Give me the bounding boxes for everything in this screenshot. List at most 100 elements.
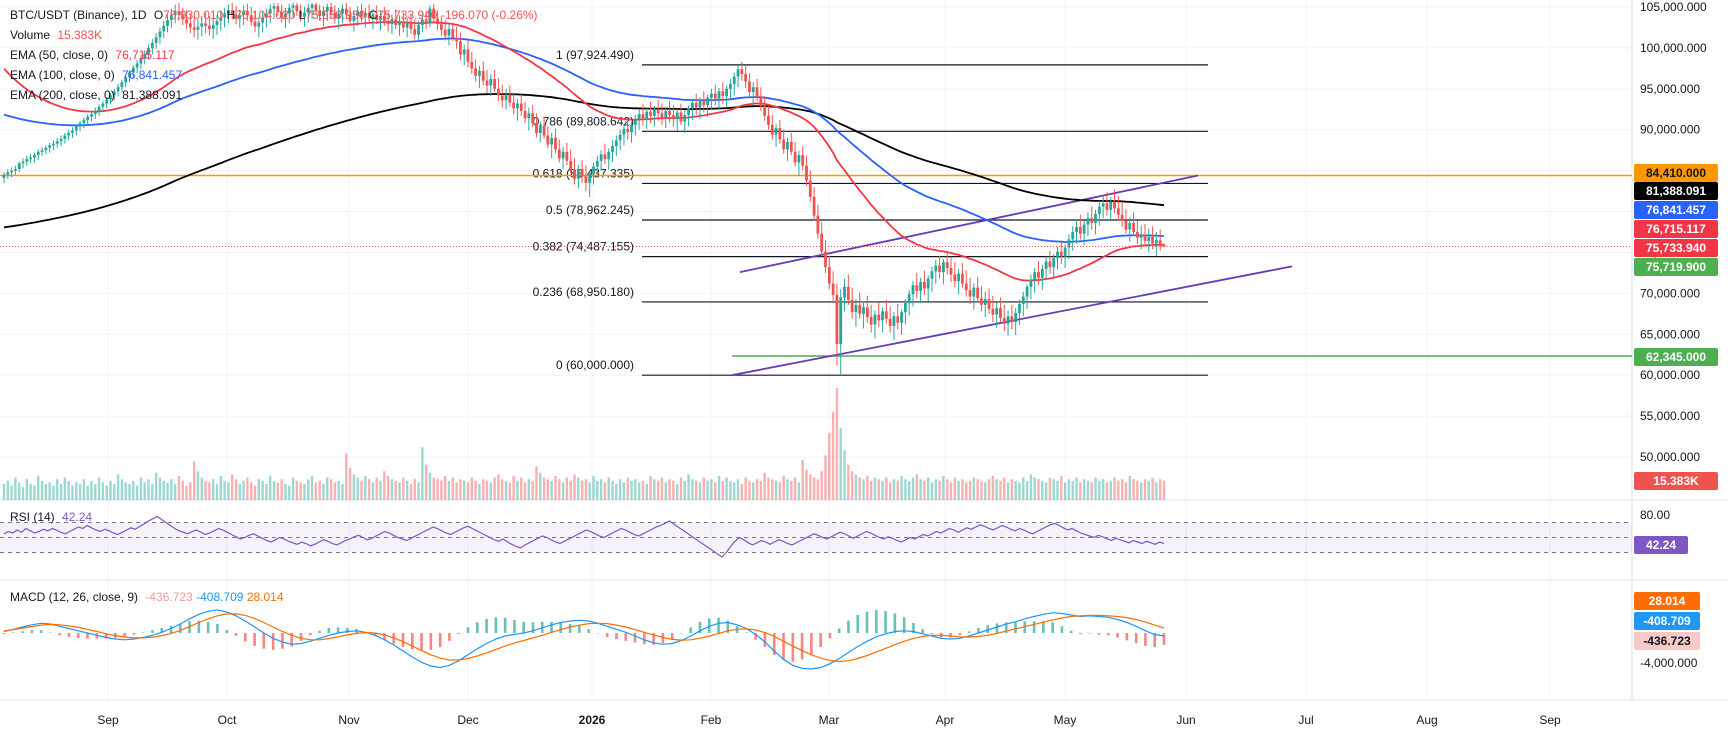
macd-histogram-bar (346, 627, 349, 633)
candle-body (1056, 251, 1059, 259)
candle-body (1040, 268, 1044, 278)
fibonacci-retracement[interactable]: 1 (97,924.490)0.786 (89,808.642)0.618 (8… (533, 48, 1208, 376)
rsi-pane[interactable] (0, 515, 1632, 558)
candle-body (481, 70, 485, 81)
volume-bar (831, 412, 835, 500)
volume-bar (542, 477, 546, 500)
candle-body (729, 83, 732, 89)
candle-body (869, 317, 873, 325)
candle-body (983, 299, 987, 305)
volume-bar (371, 482, 375, 500)
volume-bar (1044, 482, 1048, 500)
volume-bar (554, 476, 557, 500)
volume-bar (166, 482, 169, 500)
volume-bar (790, 480, 793, 500)
volume-bar (501, 479, 504, 500)
candle-body (223, 13, 226, 18)
volume-bar (181, 480, 184, 500)
macd-histogram-bar (1125, 633, 1129, 641)
candle-body (550, 137, 554, 145)
candle-body (325, 7, 329, 12)
ema100-line (3, 37, 1165, 243)
volume-bar (269, 476, 272, 500)
candle-body (112, 91, 116, 96)
volume-bar (706, 480, 709, 500)
ema200-label[interactable]: EMA (200, close, 0) (10, 88, 115, 102)
candle-body (827, 267, 831, 284)
price-axis[interactable]: 105,000.000 100,000.000 95,000.000 90,000.0… (1640, 0, 1707, 670)
volume-bar (520, 477, 523, 500)
channel-upper-line[interactable] (739, 174, 1199, 273)
macd-pane[interactable] (2, 609, 1166, 670)
candle-body (200, 23, 204, 27)
rsi-label[interactable]: RSI (14) (10, 510, 55, 524)
macd-label[interactable]: MACD (12, 26, close, 9) (10, 590, 139, 604)
volume-bar (565, 477, 569, 500)
candle-body (801, 155, 805, 166)
price-tag-label: 81,388.091 (1646, 184, 1706, 198)
macd-histogram-bar (448, 633, 451, 641)
candle-body (607, 151, 611, 160)
symbol-title[interactable]: BTC/USDT (Binance), 1D (10, 8, 147, 22)
candle-body (466, 49, 470, 62)
volume-bar (280, 479, 283, 500)
ema50-label[interactable]: EMA (50, close, 0) (10, 48, 109, 62)
candle-body (375, 14, 379, 21)
candle-body (892, 316, 896, 327)
macd-value-tag-label: 28.014 (1649, 594, 1686, 608)
volume-bar (1075, 477, 1078, 500)
volume-bar (976, 479, 979, 500)
candle-body (291, 5, 295, 8)
volume-bar (797, 482, 801, 500)
fib-level-label: 0.786 (89,808.642) (533, 114, 634, 128)
candle-body (124, 77, 128, 83)
volume-bar (729, 480, 732, 500)
candle-body (90, 114, 93, 117)
candle-body (109, 95, 112, 100)
candle-body (694, 102, 698, 108)
candle-body (1002, 317, 1006, 324)
ascending-channel[interactable] (731, 174, 1293, 377)
close-label: C (368, 8, 378, 22)
volume-bar (466, 482, 470, 500)
ema100-label[interactable]: EMA (100, close, 0) (10, 68, 115, 82)
volume-bar (710, 479, 713, 500)
candle-body (409, 23, 413, 30)
macd-histogram-bar (179, 623, 182, 633)
candle-body (158, 31, 162, 38)
macd-histogram-bar (141, 632, 145, 633)
candle-body (774, 128, 778, 135)
candle-body (972, 287, 976, 297)
candle-body (1151, 236, 1154, 244)
volume-label[interactable]: Volume (10, 28, 51, 42)
volume-bar (459, 479, 462, 500)
candle-body (656, 109, 660, 114)
volume-bar (345, 453, 348, 500)
candle-body (116, 87, 120, 92)
candle-body (797, 155, 801, 163)
horizontal-levels[interactable] (0, 174, 1632, 357)
candle-body (508, 94, 512, 103)
volume-bar (550, 480, 553, 500)
candle-body (489, 79, 493, 86)
macd-histogram-bar (559, 622, 563, 633)
time-axis[interactable]: Sep Oct Nov Dec 2026 Feb Mar Apr May Jun Jul Aug Sep (97, 713, 1561, 727)
candle-body (211, 25, 215, 30)
candle-body (306, 7, 310, 13)
candle-body (439, 24, 443, 30)
macd-histogram-bar (717, 617, 720, 633)
time-axis-label: Oct (218, 713, 237, 727)
fib-level-label: 1 (97,924.490) (556, 48, 634, 62)
volume-bar (295, 480, 299, 500)
candle-body (493, 79, 497, 89)
candle-body (188, 23, 192, 28)
price-tag-label: 84,410.000 (1646, 166, 1706, 180)
candle-body (44, 147, 48, 151)
volume-bar (694, 480, 698, 500)
volume-bar (755, 479, 759, 500)
macd-histogram-bar (151, 630, 154, 633)
candle-body (67, 133, 71, 136)
candle-body (485, 80, 489, 86)
fib-level-label: 0.382 (74,487.155) (533, 240, 634, 254)
